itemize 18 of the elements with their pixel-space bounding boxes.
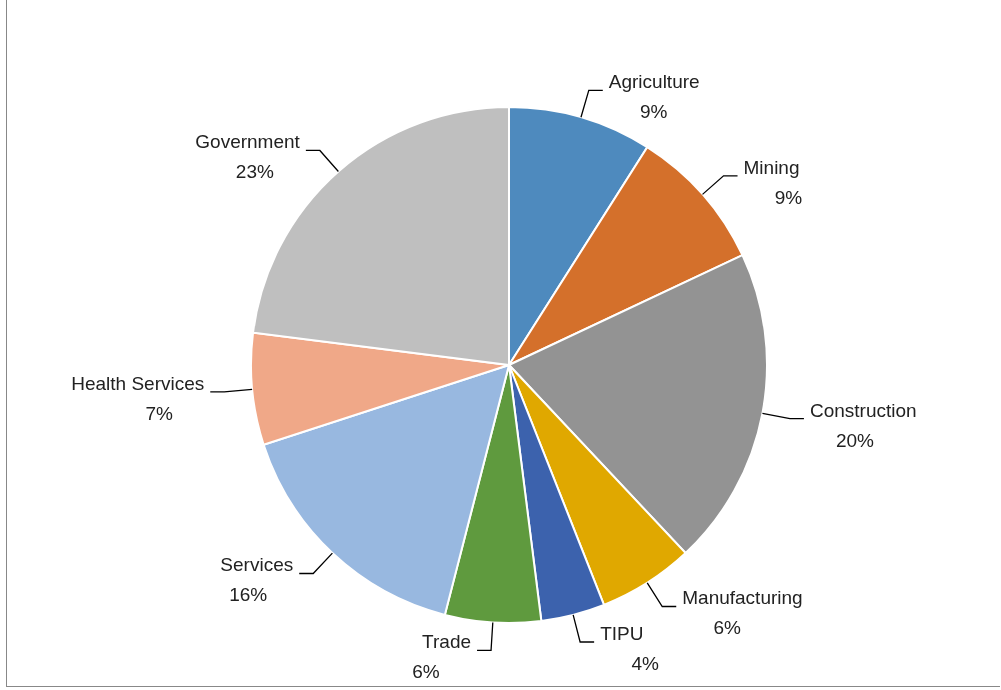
- slice-label: TIPU: [600, 623, 644, 645]
- slice-label: Mining: [743, 156, 800, 178]
- slice-label: Government: [195, 131, 301, 153]
- slice-label: Agriculture: [608, 71, 700, 93]
- slice-label: Manufacturing: [682, 587, 803, 609]
- data-label: 16%: [229, 584, 268, 606]
- slice-label: Services: [220, 554, 294, 576]
- data-label: 7%: [145, 402, 174, 424]
- data-label: 9%: [640, 101, 668, 123]
- data-label: 4%: [631, 653, 659, 675]
- data-label: 6%: [713, 617, 742, 639]
- data-label: 6%: [412, 661, 440, 683]
- slice-label: Construction: [809, 399, 917, 421]
- slice-label: Health Services: [71, 372, 205, 394]
- data-label: 9%: [774, 186, 803, 208]
- data-label: 20%: [835, 429, 875, 451]
- data-label: 23%: [235, 161, 274, 183]
- slice-label: Trade: [422, 631, 472, 653]
